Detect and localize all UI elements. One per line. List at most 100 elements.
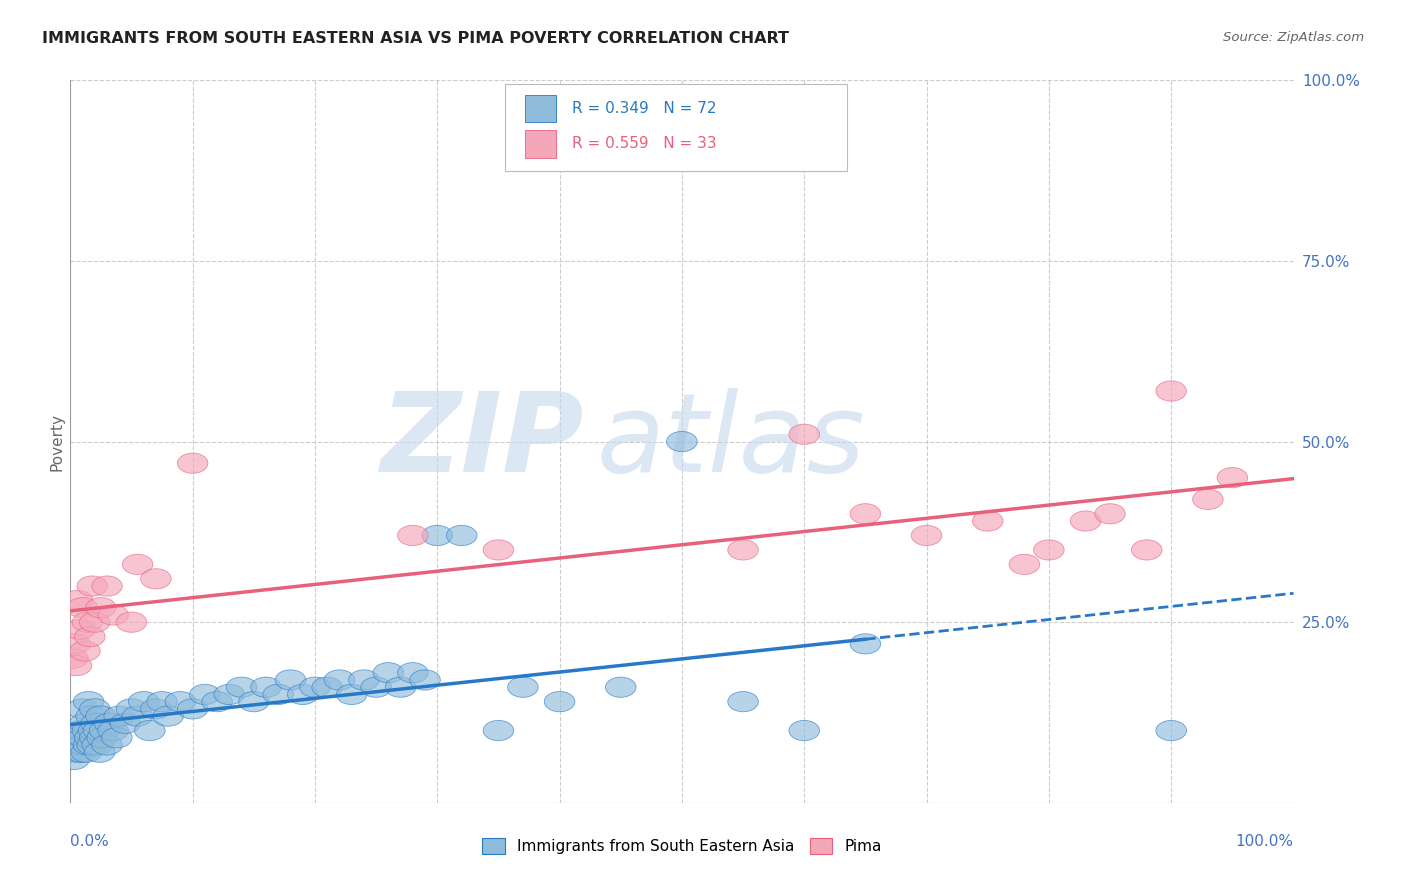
Ellipse shape xyxy=(80,698,110,719)
Ellipse shape xyxy=(385,677,416,698)
Ellipse shape xyxy=(80,728,110,747)
Ellipse shape xyxy=(177,453,208,474)
Ellipse shape xyxy=(79,721,108,740)
Ellipse shape xyxy=(165,691,195,712)
Ellipse shape xyxy=(789,425,820,444)
Ellipse shape xyxy=(153,706,183,726)
Ellipse shape xyxy=(484,721,513,740)
Legend: Immigrants from South Eastern Asia, Pima: Immigrants from South Eastern Asia, Pima xyxy=(475,832,889,860)
Ellipse shape xyxy=(87,728,117,747)
Ellipse shape xyxy=(122,554,153,574)
Ellipse shape xyxy=(70,714,100,733)
Ellipse shape xyxy=(361,677,391,698)
Text: 100.0%: 100.0% xyxy=(1236,834,1294,849)
Ellipse shape xyxy=(77,576,108,596)
Text: Source: ZipAtlas.com: Source: ZipAtlas.com xyxy=(1223,31,1364,45)
FancyBboxPatch shape xyxy=(505,84,846,170)
Ellipse shape xyxy=(135,721,165,740)
Ellipse shape xyxy=(98,605,128,625)
Text: R = 0.559   N = 33: R = 0.559 N = 33 xyxy=(572,136,717,152)
Ellipse shape xyxy=(544,691,575,712)
Ellipse shape xyxy=(911,525,942,546)
Ellipse shape xyxy=(398,663,427,683)
Ellipse shape xyxy=(65,721,96,740)
Ellipse shape xyxy=(508,677,538,698)
Ellipse shape xyxy=(666,432,697,451)
Ellipse shape xyxy=(263,684,294,705)
Ellipse shape xyxy=(146,691,177,712)
Ellipse shape xyxy=(75,626,105,647)
FancyBboxPatch shape xyxy=(526,95,555,122)
Ellipse shape xyxy=(59,749,89,770)
Ellipse shape xyxy=(117,612,146,632)
Ellipse shape xyxy=(101,728,132,747)
Ellipse shape xyxy=(336,684,367,705)
Ellipse shape xyxy=(72,612,103,632)
Ellipse shape xyxy=(1218,467,1247,488)
Ellipse shape xyxy=(1070,511,1101,531)
Ellipse shape xyxy=(83,721,114,740)
Ellipse shape xyxy=(58,648,89,668)
Ellipse shape xyxy=(128,691,159,712)
Ellipse shape xyxy=(1192,489,1223,509)
Ellipse shape xyxy=(70,641,100,661)
Ellipse shape xyxy=(398,525,427,546)
Ellipse shape xyxy=(69,728,98,747)
Ellipse shape xyxy=(484,540,513,560)
Ellipse shape xyxy=(73,735,104,756)
Ellipse shape xyxy=(422,525,453,546)
Ellipse shape xyxy=(349,670,380,690)
Ellipse shape xyxy=(75,728,105,747)
Ellipse shape xyxy=(122,706,153,726)
Ellipse shape xyxy=(82,735,112,756)
Ellipse shape xyxy=(80,612,110,632)
Text: R = 0.349   N = 72: R = 0.349 N = 72 xyxy=(572,101,716,116)
Text: 0.0%: 0.0% xyxy=(70,834,110,849)
Ellipse shape xyxy=(60,656,91,675)
Ellipse shape xyxy=(77,735,108,756)
Ellipse shape xyxy=(325,670,354,690)
Ellipse shape xyxy=(117,698,146,719)
Ellipse shape xyxy=(110,714,141,733)
Ellipse shape xyxy=(66,742,97,763)
Ellipse shape xyxy=(70,742,101,763)
Ellipse shape xyxy=(60,728,91,747)
Ellipse shape xyxy=(94,714,125,733)
Ellipse shape xyxy=(62,591,93,611)
Ellipse shape xyxy=(141,698,172,719)
Ellipse shape xyxy=(226,677,257,698)
Ellipse shape xyxy=(67,735,98,756)
Ellipse shape xyxy=(72,721,103,740)
Ellipse shape xyxy=(63,735,94,756)
Ellipse shape xyxy=(239,691,269,712)
Ellipse shape xyxy=(287,684,318,705)
Ellipse shape xyxy=(214,684,245,705)
Ellipse shape xyxy=(1010,554,1039,574)
Ellipse shape xyxy=(141,569,172,589)
Text: ZIP: ZIP xyxy=(381,388,583,495)
Ellipse shape xyxy=(62,742,93,763)
Ellipse shape xyxy=(104,706,135,726)
Ellipse shape xyxy=(1095,504,1125,524)
Ellipse shape xyxy=(177,698,208,719)
Ellipse shape xyxy=(250,677,281,698)
Ellipse shape xyxy=(84,742,115,763)
Ellipse shape xyxy=(851,504,880,524)
Ellipse shape xyxy=(728,540,758,560)
Ellipse shape xyxy=(190,684,221,705)
Ellipse shape xyxy=(1033,540,1064,560)
FancyBboxPatch shape xyxy=(526,130,555,158)
Text: atlas: atlas xyxy=(596,388,865,495)
Ellipse shape xyxy=(91,735,122,756)
Ellipse shape xyxy=(67,598,98,618)
Ellipse shape xyxy=(789,721,820,740)
Ellipse shape xyxy=(80,714,111,733)
Ellipse shape xyxy=(973,511,1002,531)
Ellipse shape xyxy=(728,691,758,712)
Ellipse shape xyxy=(1132,540,1161,560)
Ellipse shape xyxy=(409,670,440,690)
Ellipse shape xyxy=(67,698,98,719)
Y-axis label: Poverty: Poverty xyxy=(49,412,65,471)
Ellipse shape xyxy=(73,691,104,712)
Ellipse shape xyxy=(312,677,343,698)
